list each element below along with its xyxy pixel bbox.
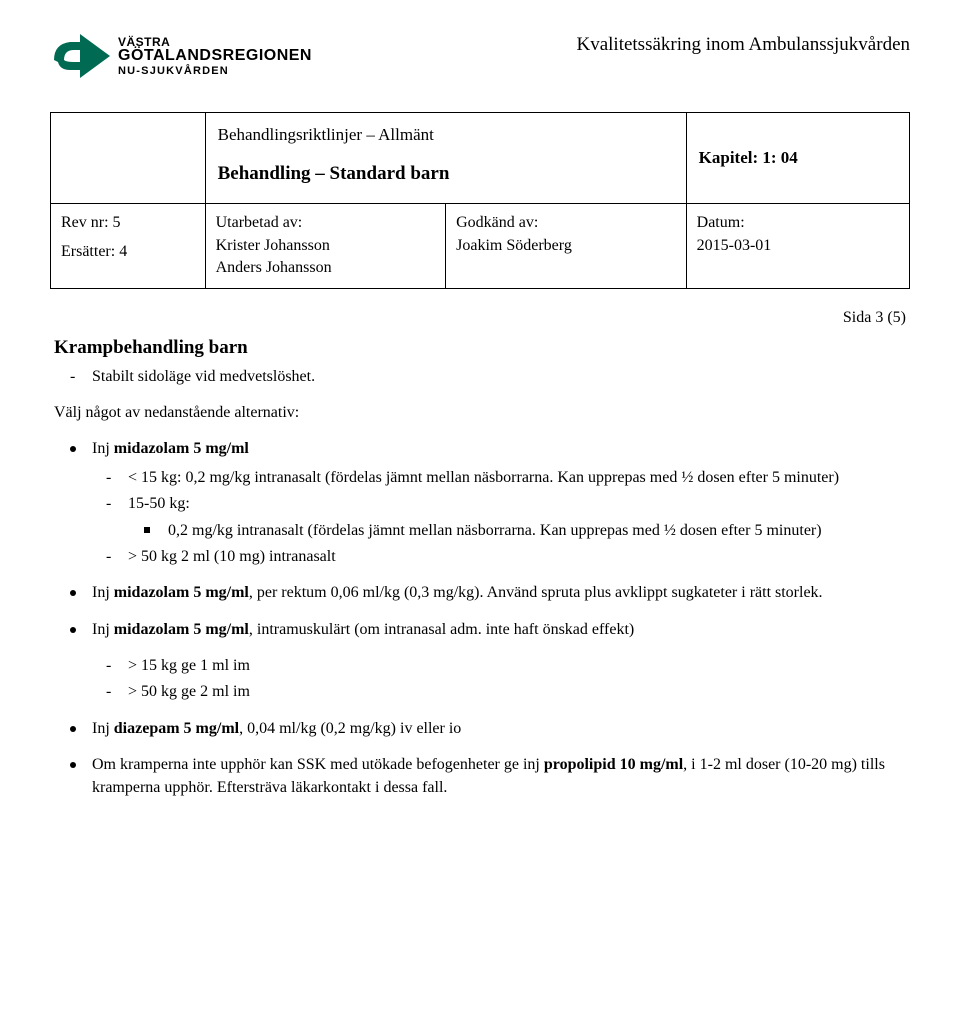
utarbetad-name-2: Anders Johansson [216, 257, 436, 279]
bullet-rest: , intramuskulärt (om intranasal adm. int… [249, 621, 634, 638]
utarbetad-name-1: Krister Johansson [216, 235, 436, 257]
bullet-prefix: Inj [92, 584, 114, 601]
logo-block: VÄSTRA GÖTALANDSREGIONEN NU-SJUKVÅRDEN [50, 30, 312, 82]
body-content: Sida 3 (5) Krampbehandling barn Stabilt … [50, 307, 910, 799]
list-item: Inj midazolam 5 mg/ml, intramuskulärt (o… [92, 619, 906, 704]
intro-dash-list: Stabilt sidoläge vid medvetslöshet. [54, 366, 906, 388]
sub-dash-list: > 15 kg ge 1 ml im > 50 kg ge 2 ml im [92, 655, 906, 704]
section-heading: Krampbehandling barn [54, 335, 906, 362]
godkand-label: Godkänd av: [456, 212, 676, 234]
rev-ersatter-cell: Rev nr: 5 Ersätter: 4 [51, 204, 206, 288]
list-item: Inj diazepam 5 mg/ml, 0,04 ml/kg (0,2 mg… [92, 718, 906, 740]
region-logo-icon [50, 30, 110, 82]
riktlinjer-line: Behandlingsriktlinjer – Allmänt [218, 123, 674, 147]
page-number: Sida 3 (5) [54, 307, 906, 329]
utarbetad-label: Utarbetad av: [216, 212, 436, 234]
datum-value: 2015-03-01 [697, 235, 899, 257]
datum-label: Datum: [697, 212, 899, 234]
kapitel-cell: Kapitel: 1: 04 [686, 113, 909, 204]
drug-name: midazolam 5 mg/ml [114, 440, 249, 457]
bullet-rest: , per rektum 0,06 ml/kg (0,3 mg/kg). Anv… [249, 584, 823, 601]
bullet-text-a: Om kramperna inte upphör kan SSK med utö… [92, 756, 544, 773]
list-item: 0,2 mg/kg intranasalt (fördelas jämnt me… [168, 520, 906, 542]
list-item: Inj midazolam 5 mg/ml < 15 kg: 0,2 mg/kg… [92, 438, 906, 568]
org-line-1: VÄSTRA [118, 36, 312, 48]
logo-text: VÄSTRA GÖTALANDSREGIONEN NU-SJUKVÅRDEN [118, 36, 312, 77]
org-line-2: GÖTALANDSREGIONEN [118, 48, 312, 64]
list-item: Inj midazolam 5 mg/ml, per rektum 0,06 m… [92, 582, 906, 604]
bullet-prefix: Inj [92, 621, 114, 638]
drug-name: diazepam 5 mg/ml [114, 720, 239, 737]
list-item: Om kramperna inte upphör kan SSK med utö… [92, 754, 906, 799]
document-title: Behandling – Standard barn [218, 161, 674, 188]
rev-nr: Rev nr: 5 [61, 212, 195, 234]
square-list: 0,2 mg/kg intranasalt (fördelas jämnt me… [128, 520, 906, 542]
list-item: > 50 kg ge 2 ml im [128, 681, 906, 703]
metadata-table: Behandlingsriktlinjer – Allmänt Behandli… [50, 112, 910, 289]
sub-label: 15-50 kg: [128, 495, 190, 512]
choose-paragraph: Välj något av nedanstående alternativ: [54, 402, 906, 424]
sub-dash-list: < 15 kg: 0,2 mg/kg intranasalt (fördelas… [92, 467, 906, 569]
list-item: > 15 kg ge 1 ml im [128, 655, 906, 677]
drug-name: midazolam 5 mg/ml [114, 621, 249, 638]
bullet-prefix: Inj [92, 440, 114, 457]
main-bullet-list: Inj midazolam 5 mg/ml < 15 kg: 0,2 mg/kg… [54, 438, 906, 799]
datum-cell: Datum: 2015-03-01 [686, 204, 909, 288]
godkand-cell: Godkänd av: Joakim Söderberg [446, 204, 687, 288]
document-header: VÄSTRA GÖTALANDSREGIONEN NU-SJUKVÅRDEN K… [50, 30, 910, 82]
bullet-rest: , 0,04 ml/kg (0,2 mg/kg) iv eller io [239, 720, 461, 737]
drug-name: midazolam 5 mg/ml [114, 584, 249, 601]
list-item: < 15 kg: 0,2 mg/kg intranasalt (fördelas… [128, 467, 906, 489]
list-item: 15-50 kg: 0,2 mg/kg intranasalt (fördela… [128, 493, 906, 542]
org-line-3: NU-SJUKVÅRDEN [118, 66, 312, 77]
list-item: > 50 kg 2 ml (10 mg) intranasalt [128, 546, 906, 568]
utarbetad-cell: Utarbetad av: Krister Johansson Anders J… [205, 204, 446, 288]
godkand-name: Joakim Söderberg [456, 235, 676, 257]
document-top-title: Kvalitetssäkring inom Ambulanssjukvården [312, 30, 910, 59]
drug-name: propolipid 10 mg/ml [544, 756, 683, 773]
list-item: Stabilt sidoläge vid medvetslöshet. [92, 366, 906, 388]
ersatter: Ersätter: 4 [61, 241, 195, 263]
bullet-prefix: Inj [92, 720, 114, 737]
